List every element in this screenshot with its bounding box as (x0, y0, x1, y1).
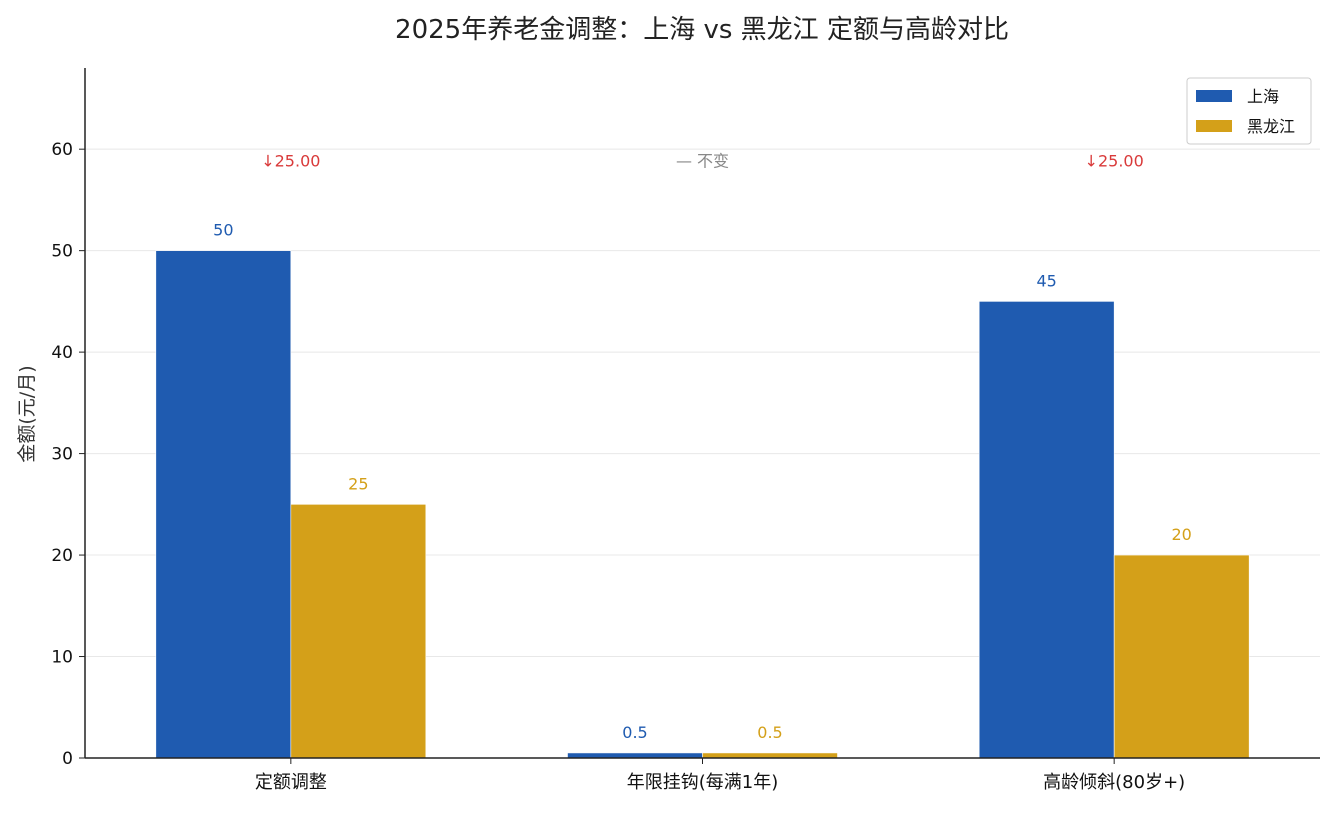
legend-swatch (1196, 90, 1232, 102)
difference-annotation: ↓25.00 (261, 151, 320, 170)
bar-value-label: 0.5 (622, 723, 647, 742)
y-tick-label: 40 (51, 343, 73, 363)
bar-heilongjiang (702, 752, 838, 759)
legend-swatch (1196, 120, 1232, 132)
difference-annotation: — 不变 (676, 151, 729, 170)
y-tick-label: 50 (51, 242, 73, 262)
bar-shanghai (155, 250, 292, 759)
y-tick-label: 10 (51, 648, 73, 668)
y-tick-label: 20 (51, 546, 73, 566)
bar-value-label: 20 (1171, 525, 1191, 544)
x-tick-label: 年限挂钩(每满1年) (627, 772, 779, 793)
legend-label: 上海 (1247, 87, 1279, 106)
bar-value-label: 25 (348, 474, 368, 493)
value-labels: 50 25 ↓25.00 0.5 0.5 — 不变 45 20 ↓25.00 (213, 151, 1192, 742)
y-axis-label: 金额(元/月) (16, 365, 38, 462)
axes: 0 10 20 30 40 50 60 定额调整 年限挂钩(每满1年) 高龄倾斜(80岁+) (51, 68, 1320, 793)
difference-annotation: ↓25.00 (1085, 151, 1144, 170)
y-tick-label: 60 (51, 140, 73, 160)
bar-value-label: 45 (1036, 271, 1056, 290)
bar-heilongjiang (290, 504, 427, 759)
chart-title: 2025年养老金调整：上海 vs 黑龙江 定额与高龄对比 (395, 15, 1009, 45)
bar-value-label: 0.5 (757, 723, 782, 742)
legend-label: 黑龙江 (1247, 117, 1295, 136)
y-tick-label: 30 (51, 445, 73, 465)
bar-value-label: 50 (213, 221, 233, 240)
bar-shanghai (567, 752, 703, 759)
bar-shanghai (978, 301, 1115, 759)
x-tick-label: 定额调整 (255, 772, 327, 793)
bars (155, 250, 1250, 759)
bar-heilongjiang (1113, 554, 1250, 759)
y-tick-label: 0 (62, 749, 73, 769)
x-tick-label: 高龄倾斜(80岁+) (1043, 772, 1185, 793)
